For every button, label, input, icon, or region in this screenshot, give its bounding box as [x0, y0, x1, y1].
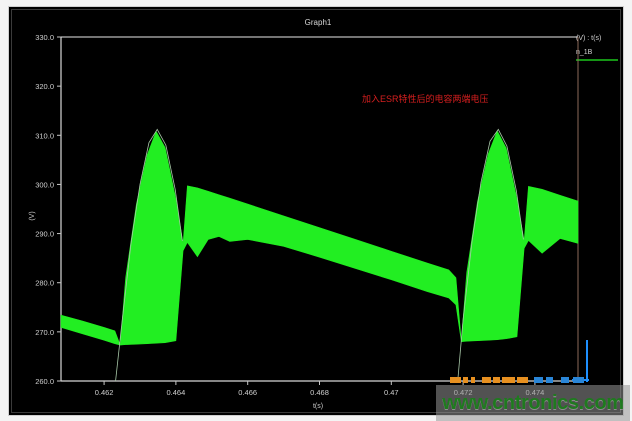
taskbar-mark[interactable] — [561, 377, 569, 383]
ripple-envelope-band — [60, 130, 579, 346]
x-axis-ticks: 0.462 0.464 0.466 0.468 0.47 0.472 0.474 — [95, 381, 545, 397]
x-tick-label: 0.474 — [526, 388, 545, 397]
taskbar-marks[interactable] — [450, 377, 584, 383]
y-tick-label: 280.0 — [35, 279, 54, 288]
taskbar-mark[interactable] — [493, 377, 500, 383]
y-tick-label: 290.0 — [35, 230, 54, 239]
taskbar-mark[interactable] — [534, 377, 543, 383]
sine-peak-outline — [115, 128, 524, 382]
graph-plot-background: Graph1 (V) : t(s) n_1B 260.0 270.0 280.0 29… — [11, 9, 621, 413]
x-tick-label: 0.466 — [238, 388, 257, 397]
graph-canvas[interactable]: Graph1 (V) : t(s) n_1B 260.0 270.0 280.0 29… — [12, 10, 624, 416]
x-tick-label: 0.47 — [384, 388, 399, 397]
x-tick-label: 0.472 — [454, 388, 473, 397]
taskbar-mark[interactable] — [450, 377, 461, 383]
graph-title: Graph1 — [305, 18, 332, 27]
taskbar-mark[interactable] — [482, 377, 491, 383]
y-tick-label: 330.0 — [35, 33, 54, 42]
taskbar-mark[interactable] — [471, 377, 475, 383]
legend-header: (V) : t(s) — [576, 35, 601, 42]
annotation-text: 加入ESR特性后的电容两端电压 — [362, 93, 489, 104]
y-tick-label: 300.0 — [35, 180, 54, 189]
waveform-group — [60, 128, 579, 382]
y-axis-label: (V) — [29, 211, 36, 220]
x-tick-label: 0.462 — [95, 388, 114, 397]
taskbar-mark[interactable] — [546, 377, 553, 383]
taskbar-mark[interactable] — [573, 377, 584, 383]
x-axis-label: t(s) — [313, 403, 323, 410]
x-tick-label: 0.468 — [310, 388, 329, 397]
y-axis-ticks: 260.0 270.0 280.0 290.0 300.0 310.0 320.0 330.0 — [35, 33, 61, 386]
taskbar-mark[interactable] — [517, 377, 528, 383]
y-tick-label: 260.0 — [35, 377, 54, 386]
y-tick-label: 270.0 — [35, 328, 54, 337]
graph-window-frame: Graph1 (V) : t(s) n_1B 260.0 270.0 280.0 29… — [8, 6, 624, 416]
taskbar-mark[interactable] — [502, 377, 515, 383]
x-tick-label: 0.464 — [166, 388, 185, 397]
legend-series-name: n_1B — [576, 49, 593, 56]
y-tick-label: 310.0 — [35, 131, 54, 140]
y-tick-label: 320.0 — [35, 82, 54, 91]
taskbar-mark[interactable] — [463, 377, 468, 383]
